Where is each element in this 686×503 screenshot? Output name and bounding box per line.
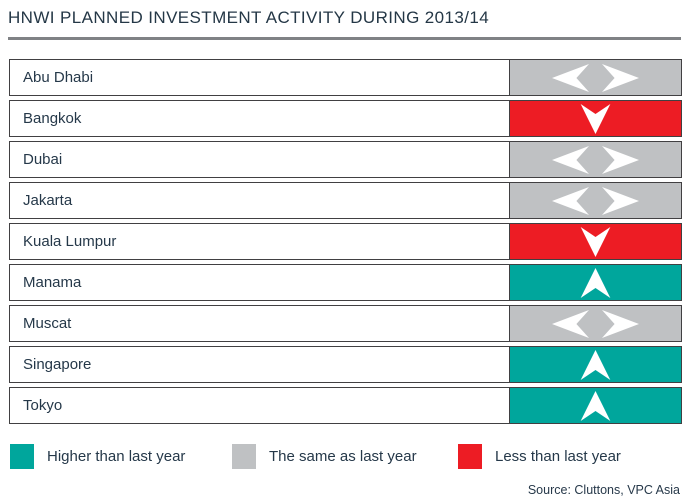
- right-arrow-icon: [602, 186, 639, 215]
- up-arrow-icon: [580, 267, 611, 298]
- table-row: Abu Dhabi: [9, 59, 682, 96]
- city-label: Muscat: [10, 306, 510, 341]
- left-arrow-icon: [552, 145, 589, 174]
- trend-indicator: [510, 224, 681, 259]
- trend-indicator: [510, 142, 681, 177]
- legend-item-less: Less than last year: [458, 444, 621, 469]
- legend-swatch-less: [458, 444, 482, 469]
- up-arrow-icon: [580, 390, 611, 421]
- right-arrow-icon: [602, 145, 639, 174]
- left-arrow-icon: [552, 309, 589, 338]
- trend-indicator: [510, 388, 681, 423]
- trend-indicator: [510, 183, 681, 218]
- city-label: Abu Dhabi: [10, 60, 510, 95]
- table-row: Bangkok: [9, 100, 682, 137]
- city-trend-table: Abu Dhabi Bangkok Dubai Jakarta Kuala Lu…: [9, 59, 682, 428]
- table-row: Manama: [9, 264, 682, 301]
- trend-indicator: [510, 60, 681, 95]
- city-label: Bangkok: [10, 101, 510, 136]
- legend-label-less: Less than last year: [495, 448, 621, 465]
- right-arrow-icon: [602, 63, 639, 92]
- title-divider: [8, 37, 681, 40]
- legend-swatch-higher: [10, 444, 34, 469]
- city-label: Tokyo: [10, 388, 510, 423]
- left-arrow-icon: [552, 186, 589, 215]
- table-row: Singapore: [9, 346, 682, 383]
- trend-indicator: [510, 265, 681, 300]
- down-arrow-icon: [580, 226, 611, 257]
- trend-indicator: [510, 101, 681, 136]
- trend-indicator: [510, 347, 681, 382]
- legend: Higher than last year The same as last y…: [0, 444, 686, 470]
- table-row: Muscat: [9, 305, 682, 342]
- table-row: Dubai: [9, 141, 682, 178]
- source-credit: Source: Cluttons, VPC Asia: [527, 483, 680, 497]
- city-label: Singapore: [10, 347, 510, 382]
- city-label: Jakarta: [10, 183, 510, 218]
- city-label: Dubai: [10, 142, 510, 177]
- legend-item-same: The same as last year: [232, 444, 417, 469]
- table-row: Tokyo: [9, 387, 682, 424]
- trend-indicator: [510, 306, 681, 341]
- legend-label-higher: Higher than last year: [47, 448, 186, 465]
- legend-swatch-same: [232, 444, 256, 469]
- left-arrow-icon: [552, 63, 589, 92]
- city-label: Kuala Lumpur: [10, 224, 510, 259]
- up-arrow-icon: [580, 349, 611, 380]
- legend-item-higher: Higher than last year: [10, 444, 185, 469]
- right-arrow-icon: [602, 309, 639, 338]
- city-label: Manama: [10, 265, 510, 300]
- table-row: Jakarta: [9, 182, 682, 219]
- legend-label-same: The same as last year: [269, 448, 417, 465]
- down-arrow-icon: [580, 103, 611, 134]
- table-row: Kuala Lumpur: [9, 223, 682, 260]
- page-title: HNWI PLANNED INVESTMENT ACTIVITY DURING …: [8, 8, 490, 27]
